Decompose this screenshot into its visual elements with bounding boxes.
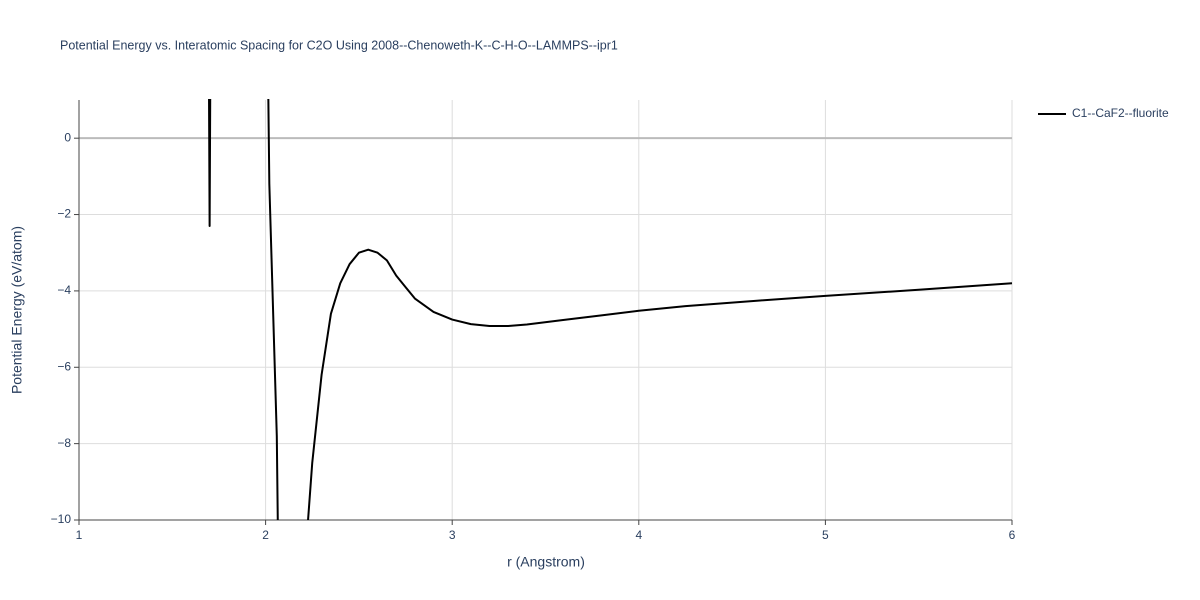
data-line — [208, 99, 1013, 520]
x-tick-label: 6 — [1009, 528, 1016, 542]
x-tick-label: 2 — [262, 528, 269, 542]
y-tick-label: −6 — [57, 359, 71, 373]
legend-label: C1--CaF2--fluorite — [1072, 106, 1169, 120]
y-tick-label: −8 — [57, 436, 71, 450]
x-tick-label: 3 — [449, 528, 456, 542]
chart-title: Potential Energy vs. Interatomic Spacing… — [60, 38, 618, 52]
x-tick-label: 4 — [635, 528, 642, 542]
legend: C1--CaF2--fluorite — [1038, 106, 1169, 120]
y-tick-label: −10 — [51, 512, 72, 526]
x-tick-label: 1 — [76, 528, 83, 542]
y-tick-label: −4 — [57, 283, 71, 297]
x-tick-label: 5 — [822, 528, 829, 542]
y-tick-label: −2 — [57, 207, 71, 221]
y-axis-title: Potential Energy (eV/atom) — [9, 226, 25, 394]
plot-area — [208, 99, 1013, 520]
y-tick-label: 0 — [64, 130, 71, 144]
grid: 1 2 3 4 5 6 −10 −8 −6 −4 −2 0 — [51, 100, 1016, 542]
x-axis-title: r (Angstrom) — [507, 554, 585, 570]
